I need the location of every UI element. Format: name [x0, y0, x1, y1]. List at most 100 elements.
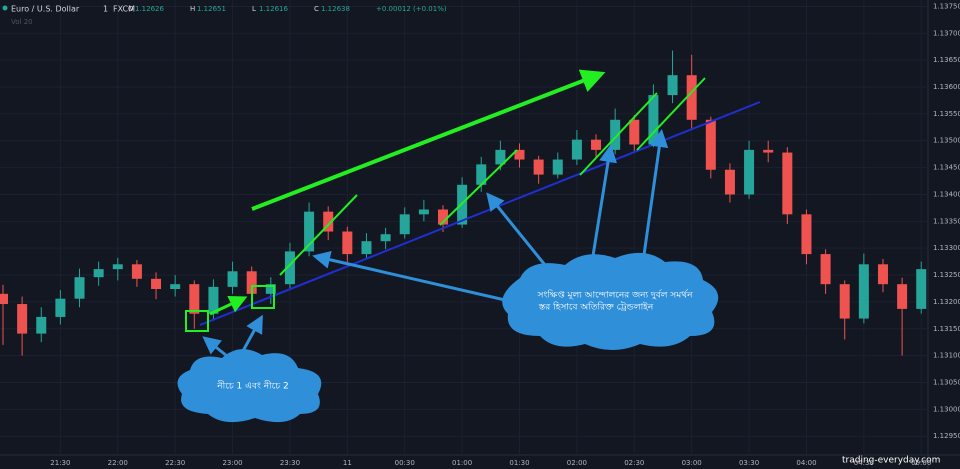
low-box [185, 310, 209, 332]
ohlc-label: H [190, 5, 195, 13]
callout-text: সংক্ষিপ্ত মূল্য আন্দোলনের জন্য দুর্বল সম… [537, 290, 694, 301]
status-dot [2, 5, 8, 11]
y-tick-label: 1.13100 [933, 352, 960, 360]
x-tick-label: 05:00 [911, 459, 931, 467]
candle-body [189, 284, 200, 314]
candle-body [476, 164, 487, 185]
ohlc-value: 1.12616 [259, 5, 288, 13]
candle-body [437, 209, 448, 225]
candle-body [897, 284, 908, 309]
candle-body [342, 231, 353, 255]
candle-body [227, 271, 238, 287]
candle-body [361, 241, 372, 255]
trendline [279, 194, 358, 276]
candle-body [801, 214, 812, 255]
legend-header: Euro / U.S. Dollar 1 FXCM O 1.12626 H 1.126… [2, 5, 447, 26]
ohlc-label: L [252, 5, 256, 13]
trendline [439, 149, 518, 226]
callout-cloud [177, 349, 322, 423]
callout-arrow [486, 192, 547, 266]
callout-text: নীচে 1 এবং নীচে 2 [216, 380, 288, 392]
candle-body [629, 119, 640, 145]
y-tick-label: 1.13700 [933, 29, 960, 37]
drawings: নীচে 1 এবং নীচে 2 সংক্ষিপ্ত মূল্য আন্দোল… [177, 69, 761, 423]
x-tick-label: 00:30 [395, 459, 415, 467]
x-tick-label: 22:30 [165, 459, 185, 467]
x-tick-label: 22:00 [108, 459, 128, 467]
candle-body [667, 75, 678, 96]
ohlc-values: O 1.12626 H 1.12651 L 1.12616 C 1.12638 [128, 5, 350, 13]
trend-arrow [251, 69, 606, 211]
candle-body [591, 139, 602, 150]
low-box [251, 285, 275, 309]
candle-body [265, 284, 276, 294]
y-tick-label: 1.13300 [933, 244, 960, 252]
candle-body [858, 264, 869, 319]
ohlc-value: 1.12626 [135, 5, 164, 13]
callout-arrow [312, 250, 506, 302]
y-tick-label: 1.13000 [933, 405, 960, 413]
x-tick-label: 02:00 [567, 459, 587, 467]
y-tick-label: 1.13200 [933, 298, 960, 306]
candle-body [131, 264, 142, 279]
candle-body [724, 169, 735, 195]
trendline [579, 92, 658, 176]
candle-body [495, 149, 506, 165]
x-tick-label: 23:00 [222, 459, 242, 467]
x-tick-label: 02:30 [624, 459, 644, 467]
candle-body [55, 298, 66, 317]
callout-cloud [502, 252, 719, 350]
plot-area [0, 0, 928, 455]
ohlc-value: 1.12638 [321, 5, 350, 13]
candle-body [514, 149, 525, 160]
x-tick-label: 21:30 [50, 459, 70, 467]
candle-body [17, 304, 28, 334]
y-tick-label: 1.13550 [933, 110, 960, 118]
candle-body [839, 284, 850, 319]
candle-body [610, 119, 621, 150]
y-tick-label: 1.13050 [933, 378, 960, 386]
change: +0.00012 (+0.01%) [376, 5, 447, 13]
callout-arrow [641, 129, 669, 263]
ohlc-label: O [128, 5, 134, 13]
candle-body [877, 264, 888, 285]
x-tick-label: 03:00 [682, 459, 702, 467]
watermark: trading-everyday.com [842, 456, 940, 466]
candle-body [112, 264, 123, 270]
x-tick-label: 04:30 [854, 459, 874, 467]
candle-body [705, 119, 716, 170]
callout-text: স্তর হিসাবে অতিরিক্ত ট্রেন্ডলাইন [538, 302, 654, 313]
source: FXCM [113, 5, 135, 14]
y-tick-label: 1.13350 [933, 217, 960, 225]
y-tick-label: 1.13400 [933, 190, 960, 198]
candle-body [648, 95, 659, 145]
candle-body [0, 293, 8, 305]
y-tick-label: 1.13650 [933, 56, 960, 64]
candle-body [36, 316, 47, 334]
candle-body [916, 269, 927, 309]
candle-body [763, 149, 774, 153]
candle-body [284, 251, 295, 285]
y-tick-label: 1.13150 [933, 325, 960, 333]
candle-body [323, 211, 334, 232]
x-tick-label: 23:30 [280, 459, 300, 467]
candle-body [418, 209, 429, 215]
candle-body [552, 159, 563, 175]
trend-arrow [209, 295, 248, 316]
x-tick-label: 04:00 [796, 459, 816, 467]
candle-body [151, 278, 162, 290]
callout-arrow [590, 144, 617, 263]
volume: Vol 20 [11, 18, 33, 26]
candle-body [208, 286, 219, 314]
candle-body [170, 284, 181, 290]
candle-body [74, 277, 85, 299]
y-tick-label: 1.13250 [933, 271, 960, 279]
trendline [636, 77, 706, 151]
y-tick-label: 1.13500 [933, 137, 960, 145]
candle-body [820, 254, 831, 285]
candle-body [744, 149, 755, 195]
symbol: Euro / U.S. Dollar [11, 5, 80, 14]
candle-body [686, 75, 697, 120]
